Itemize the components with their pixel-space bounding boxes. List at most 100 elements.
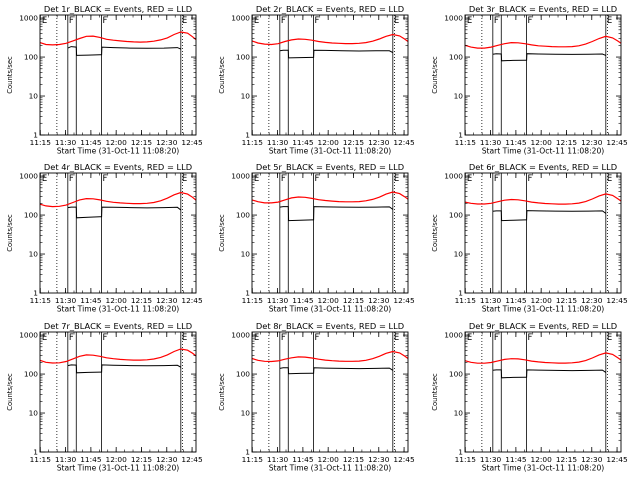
interval-marker-label: F xyxy=(494,174,499,184)
interval-marker-label: E xyxy=(182,333,187,343)
x-tick-label: 11:15 xyxy=(242,138,264,147)
y-tick-label: 100 xyxy=(24,211,38,220)
y-axis-label: Counts/sec xyxy=(431,373,439,411)
x-tick-label: 12:00 xyxy=(531,138,553,147)
y-axis-label: Counts/sec xyxy=(218,56,226,94)
x-tick-label: 12:00 xyxy=(318,296,340,305)
x-tick-label: 12:45 xyxy=(393,455,415,464)
y-tick-label: 1 xyxy=(245,289,250,298)
events-series-line xyxy=(279,206,394,222)
y-tick-label: 100 xyxy=(24,370,38,379)
y-tick-label: 1 xyxy=(245,131,250,140)
plot-frame xyxy=(251,14,409,136)
x-tick-label: 12:00 xyxy=(531,455,553,464)
x-tick-label: 12:15 xyxy=(131,455,153,464)
interval-marker-label: E xyxy=(42,16,47,26)
lld-series-line xyxy=(39,31,197,46)
plot-frame xyxy=(464,172,622,294)
panel-title: Det 5r_BLACK = Events, RED = LLD xyxy=(256,162,404,172)
x-tick-label: 12:15 xyxy=(556,455,578,464)
y-tick-label: 10 xyxy=(454,250,464,259)
x-tick-label: 11:30 xyxy=(267,138,289,147)
interval-marker-label: E xyxy=(254,174,259,184)
x-tick-label: 11:15 xyxy=(242,296,264,305)
y-axis-label: Counts/sec xyxy=(431,56,439,94)
x-tick-label: 12:15 xyxy=(343,138,365,147)
y-axis-label: Counts/sec xyxy=(6,373,14,411)
panel-title: Det 8r_BLACK = Events, RED = LLD xyxy=(256,321,404,331)
y-axis-label: Counts/sec xyxy=(6,56,14,94)
detector-panel-2: Det 2r_BLACK = Events, RED = LLD Start Ti… xyxy=(218,4,415,156)
x-tick-label: 12:30 xyxy=(156,296,178,305)
panel-title: Det 1r_BLACK = Events, RED = LLD xyxy=(44,4,192,14)
interval-marker-label: F xyxy=(281,333,286,343)
x-tick-label: 11:30 xyxy=(267,455,289,464)
x-tick-label: 11:30 xyxy=(55,455,77,464)
x-tick-label: 11:45 xyxy=(505,455,527,464)
plot-frame xyxy=(39,172,197,294)
x-tick-label: 11:45 xyxy=(505,296,527,305)
lld-series-line xyxy=(464,35,622,49)
interval-marker-label: F xyxy=(315,333,320,343)
interval-marker-label: F xyxy=(103,174,108,184)
x-tick-label: 12:30 xyxy=(368,455,390,464)
x-tick-label: 12:15 xyxy=(343,455,365,464)
y-tick-label: 1000 xyxy=(444,331,463,340)
detector-panel-5: Det 5r_BLACK = Events, RED = LLD Start Ti… xyxy=(218,162,415,314)
x-axis-label: Start Time (31-Oct-11 11:08:20) xyxy=(482,305,605,314)
x-tick-label: 12:45 xyxy=(393,138,415,147)
detector-panel-4: Det 4r_BLACK = Events, RED = LLD Start Ti… xyxy=(6,162,203,314)
interval-marker-label: F xyxy=(315,174,320,184)
detector-panel-9: Det 9r_BLACK = Events, RED = LLD Start Ti… xyxy=(431,321,628,473)
interval-marker-label: E xyxy=(467,333,472,343)
interval-marker-label: E xyxy=(394,333,399,343)
y-tick-label: 1000 xyxy=(444,172,463,181)
x-tick-label: 11:30 xyxy=(55,296,77,305)
x-tick-label: 11:15 xyxy=(455,138,477,147)
x-tick-label: 12:00 xyxy=(106,138,128,147)
detector-panel-3: Det 3r_BLACK = Events, RED = LLD Start Ti… xyxy=(431,4,628,156)
lld-series-line xyxy=(251,33,409,46)
x-tick-label: 12:15 xyxy=(556,138,578,147)
x-tick-label: 12:45 xyxy=(606,296,628,305)
x-tick-label: 11:15 xyxy=(30,455,52,464)
y-tick-label: 100 xyxy=(449,370,463,379)
x-tick-label: 12:45 xyxy=(181,455,203,464)
y-tick-label: 100 xyxy=(449,211,463,220)
x-tick-label: 12:30 xyxy=(156,455,178,464)
interval-marker-label: F xyxy=(281,174,286,184)
x-tick-label: 11:15 xyxy=(30,138,52,147)
y-tick-label: 1000 xyxy=(19,172,38,181)
interval-marker-label: E xyxy=(182,174,187,184)
x-tick-label: 12:45 xyxy=(393,296,415,305)
interval-marker-label: E xyxy=(467,16,472,26)
x-axis-label: Start Time (31-Oct-11 11:08:20) xyxy=(57,464,180,473)
x-tick-label: 12:15 xyxy=(343,296,365,305)
interval-marker-label: E xyxy=(254,16,259,26)
x-tick-label: 11:45 xyxy=(292,138,314,147)
x-tick-label: 12:30 xyxy=(581,455,603,464)
interval-marker-label: F xyxy=(494,16,499,26)
y-tick-label: 1000 xyxy=(19,14,38,23)
x-tick-label: 11:30 xyxy=(480,455,502,464)
x-tick-label: 12:45 xyxy=(606,455,628,464)
x-tick-label: 11:15 xyxy=(30,296,52,305)
x-tick-label: 12:00 xyxy=(106,455,128,464)
detector-panel-1: Det 1r_BLACK = Events, RED = LLD Start Ti… xyxy=(6,4,203,156)
events-series-line xyxy=(492,369,607,379)
y-tick-label: 1 xyxy=(33,131,38,140)
interval-marker-label: E xyxy=(607,16,612,26)
x-tick-label: 11:45 xyxy=(292,455,314,464)
y-axis-label: Counts/sec xyxy=(431,214,439,252)
x-tick-label: 11:45 xyxy=(80,296,102,305)
y-tick-label: 10 xyxy=(29,409,39,418)
x-tick-label: 11:45 xyxy=(505,138,527,147)
interval-marker-label: F xyxy=(528,174,533,184)
plot-frame xyxy=(39,331,197,453)
y-axis-label: Counts/sec xyxy=(218,373,226,411)
panel-title: Det 4r_BLACK = Events, RED = LLD xyxy=(44,162,192,172)
y-tick-label: 1000 xyxy=(19,331,38,340)
x-tick-label: 12:30 xyxy=(581,296,603,305)
